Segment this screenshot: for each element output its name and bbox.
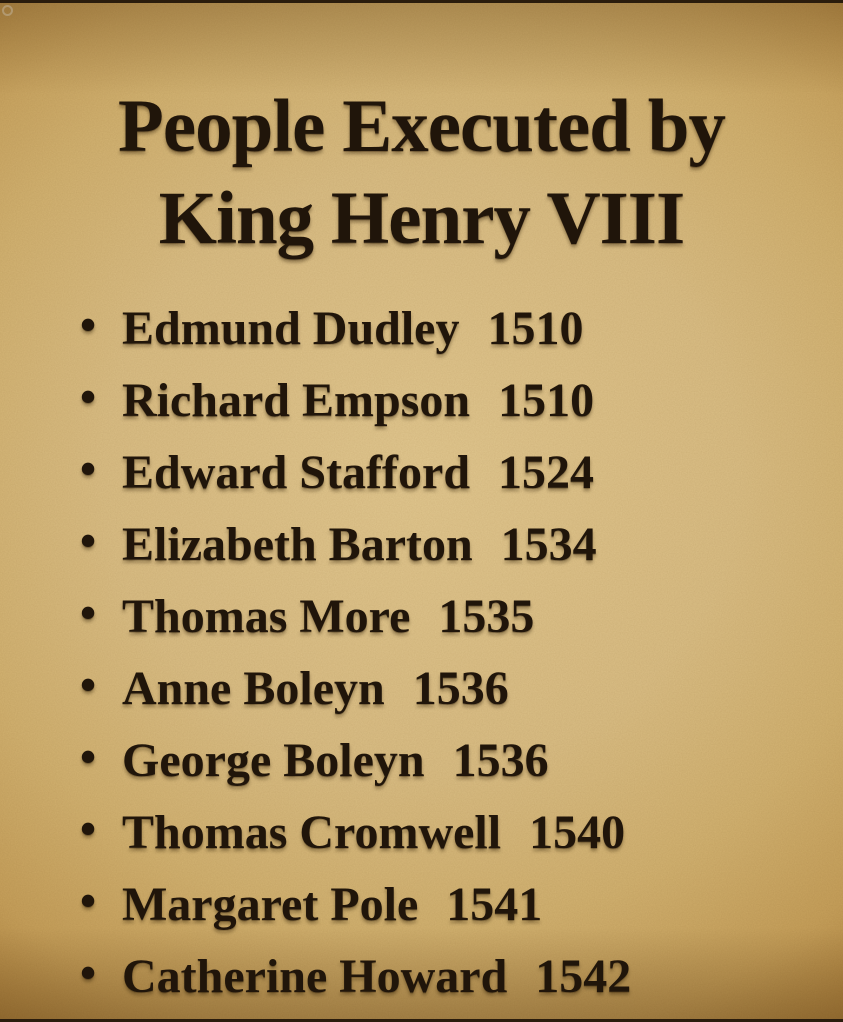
execution-year: 1542 <box>535 949 632 1003</box>
execution-year: 1536 <box>452 733 549 787</box>
list-item: • Thomas More 1535 <box>80 580 823 652</box>
execution-year: 1524 <box>498 445 595 499</box>
person-name: Anne Boleyn <box>122 661 385 715</box>
execution-year: 1535 <box>438 589 535 643</box>
execution-year: 1534 <box>500 517 597 571</box>
bullet-icon: • <box>80 731 97 782</box>
list-item: • Catherine Howard 1542 <box>80 940 823 1012</box>
list-item: • Edward Stafford 1524 <box>80 436 823 508</box>
page-title-line2: King Henry VIII <box>158 177 685 260</box>
bullet-icon: • <box>80 299 97 350</box>
execution-year: 1510 <box>487 301 584 355</box>
bullet-icon: • <box>80 443 97 494</box>
execution-year: 1540 <box>529 805 626 859</box>
list-item: • Elizabeth Barton 1534 <box>80 508 823 580</box>
bullet-icon: • <box>80 803 97 854</box>
execution-year: 1510 <box>498 373 595 427</box>
list-item: • Edmund Dudley 1510 <box>80 292 823 364</box>
person-name: Catherine Howard <box>122 949 508 1003</box>
bullet-icon: • <box>80 659 97 710</box>
bullet-icon: • <box>80 371 97 422</box>
person-name: Richard Empson <box>122 373 471 427</box>
person-name: Margaret Pole <box>122 877 419 931</box>
page-title-line1: People Executed by <box>118 85 726 168</box>
bullet-icon: • <box>80 515 97 566</box>
person-name: Edmund Dudley <box>122 301 460 355</box>
person-name: Edward Stafford <box>122 445 471 499</box>
execution-year: 1536 <box>412 661 509 715</box>
bullet-icon: • <box>80 587 97 638</box>
person-name: George Boleyn <box>122 733 425 787</box>
list-item: • Anne Boleyn 1536 <box>80 652 823 724</box>
execution-year: 1541 <box>446 877 543 931</box>
page-title: People Executed by King Henry VIII <box>0 81 843 265</box>
person-name: Thomas Cromwell <box>122 805 502 859</box>
executed-people-list: • Edmund Dudley 1510 • Richard Empson 15… <box>80 292 823 1012</box>
corner-watermark <box>2 5 13 16</box>
bullet-icon: • <box>80 875 97 926</box>
bullet-icon: • <box>80 947 97 998</box>
person-name: Thomas More <box>122 589 411 643</box>
person-name: Elizabeth Barton <box>122 517 473 571</box>
list-item: • George Boleyn 1536 <box>80 724 823 796</box>
list-item: • Richard Empson 1510 <box>80 364 823 436</box>
list-item: • Thomas Cromwell 1540 <box>80 796 823 868</box>
list-item: • Margaret Pole 1541 <box>80 868 823 940</box>
